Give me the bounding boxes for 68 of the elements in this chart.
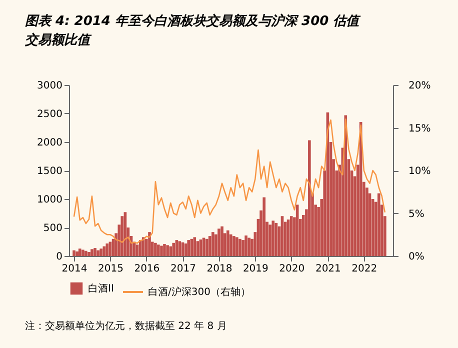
bar xyxy=(268,224,272,256)
x-tick-label: 2015 xyxy=(98,264,124,274)
bar xyxy=(163,244,166,256)
x-tick-label: 2020 xyxy=(279,264,305,274)
bar xyxy=(377,193,380,256)
bar xyxy=(138,240,142,256)
bar xyxy=(169,246,172,256)
legend-label: 白酒/沪深300（右轴） xyxy=(148,286,250,298)
bar xyxy=(244,235,248,256)
bar xyxy=(82,250,84,256)
bar xyxy=(248,238,251,256)
y-tick-label: 2500 xyxy=(37,109,62,120)
bar xyxy=(100,248,102,256)
bar xyxy=(120,216,124,256)
bar xyxy=(220,226,224,256)
y-tick-label: 1000 xyxy=(37,194,62,206)
chart-title: 图表 4: 2014 年至今白酒板块交易额及与沪深 300 估值交易额比值 xyxy=(24,13,362,48)
bar xyxy=(96,250,100,256)
y-tick-label: 2000 xyxy=(37,138,62,148)
x-tick-label: 2014 xyxy=(62,264,88,274)
bar xyxy=(187,240,190,256)
bar xyxy=(296,204,299,256)
bar xyxy=(90,249,94,256)
y-tick-label: 1500 xyxy=(37,166,62,177)
bar xyxy=(88,252,90,256)
bar xyxy=(94,248,96,256)
bar xyxy=(106,243,109,256)
x-tick-label: 2021 xyxy=(315,264,341,274)
x-tick-label: 2017 xyxy=(170,264,196,274)
y2-tick-label: 10% xyxy=(408,166,431,177)
y-tick-label: 0 xyxy=(56,252,62,262)
bar xyxy=(160,246,163,256)
bar xyxy=(218,228,220,256)
bar xyxy=(166,245,169,256)
bar xyxy=(196,241,200,256)
legend-label: 白酒II xyxy=(88,282,114,294)
bar xyxy=(72,250,76,256)
x-tick-label: 2022 xyxy=(352,264,378,274)
bar xyxy=(226,230,230,256)
bar xyxy=(290,216,293,256)
y-tick-label: 500 xyxy=(43,223,62,234)
x-tick-label: 2016 xyxy=(134,264,160,274)
bar xyxy=(238,238,242,256)
bar xyxy=(211,232,214,256)
bar xyxy=(236,237,238,256)
text: 注：交易额单位为亿元，数据截至 22 年 8 月 xyxy=(25,320,227,332)
x-tick-label: 2019 xyxy=(242,264,268,274)
bar xyxy=(157,244,160,256)
y-tick-label: 3000 xyxy=(37,80,62,92)
bar xyxy=(76,251,78,256)
line-series xyxy=(73,118,386,244)
bar xyxy=(148,232,151,256)
bar xyxy=(272,220,275,256)
y2-tick-label: 5% xyxy=(408,208,424,220)
bar xyxy=(172,242,176,256)
bar xyxy=(84,250,88,256)
bar xyxy=(262,197,266,256)
bar xyxy=(308,140,311,256)
bar xyxy=(178,241,182,256)
y2-tick-label: 0% xyxy=(408,252,424,262)
bar xyxy=(229,234,232,256)
y2-tick-label: 20% xyxy=(408,80,431,92)
y2-tick-label: 15% xyxy=(408,123,431,134)
bar xyxy=(154,242,157,256)
bar xyxy=(232,236,236,256)
bar xyxy=(193,237,196,256)
bar xyxy=(78,248,82,256)
x-tick-label: 2018 xyxy=(206,264,232,274)
